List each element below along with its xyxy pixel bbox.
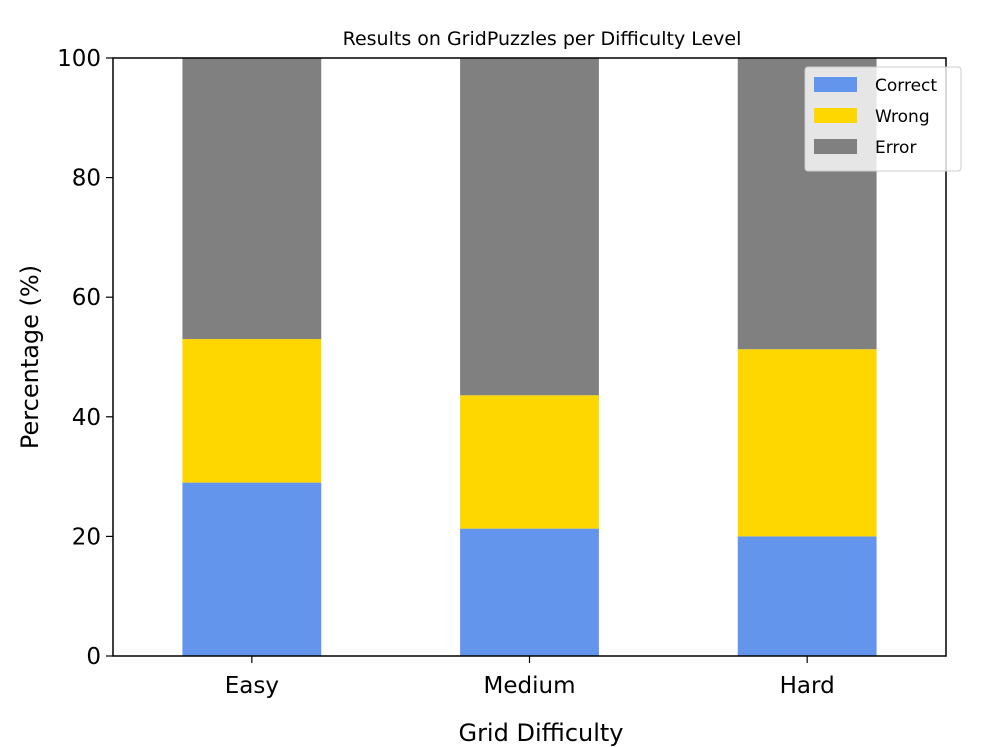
bar-correct-easy xyxy=(182,482,322,656)
legend-label-wrong: Wrong xyxy=(875,107,930,127)
legend-label-error: Error xyxy=(875,138,916,158)
x-tick-label-hard: Hard xyxy=(780,673,835,699)
x-axis-ticks: Easy Medium Hard xyxy=(225,656,835,699)
y-tick-label: 40 xyxy=(72,405,101,431)
bar-wrong-hard xyxy=(737,349,877,537)
y-tick-label: 80 xyxy=(72,166,101,192)
bars-group xyxy=(182,58,877,656)
y-tick-label: 20 xyxy=(72,524,101,550)
x-tick-label-medium: Medium xyxy=(484,673,576,699)
x-tick-label-easy: Easy xyxy=(225,673,279,699)
chart-title: Results on GridPuzzles per Difficulty Le… xyxy=(343,28,742,50)
bar-wrong-medium xyxy=(460,395,599,529)
y-axis-ticks: 0 20 40 60 80 100 xyxy=(57,46,113,670)
bar-wrong-easy xyxy=(182,339,322,483)
legend-label-correct: Correct xyxy=(875,76,937,96)
legend-swatch-correct xyxy=(814,77,857,92)
bar-error-medium xyxy=(460,58,599,396)
x-axis-label: Grid Difficulty xyxy=(458,719,623,747)
legend: Correct Wrong Error xyxy=(804,66,962,172)
y-tick-label: 100 xyxy=(57,46,101,72)
legend-swatch-error xyxy=(814,139,857,154)
bar-correct-medium xyxy=(460,528,599,656)
bar-correct-hard xyxy=(737,536,877,656)
y-axis-label: Percentage (%) xyxy=(16,265,44,449)
bar-error-easy xyxy=(182,58,322,340)
y-tick-label: 0 xyxy=(86,644,101,670)
y-tick-label: 60 xyxy=(72,285,101,311)
legend-swatch-wrong xyxy=(814,108,857,123)
